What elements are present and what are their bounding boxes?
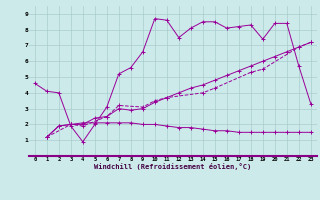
X-axis label: Windchill (Refroidissement éolien,°C): Windchill (Refroidissement éolien,°C) (94, 163, 252, 170)
